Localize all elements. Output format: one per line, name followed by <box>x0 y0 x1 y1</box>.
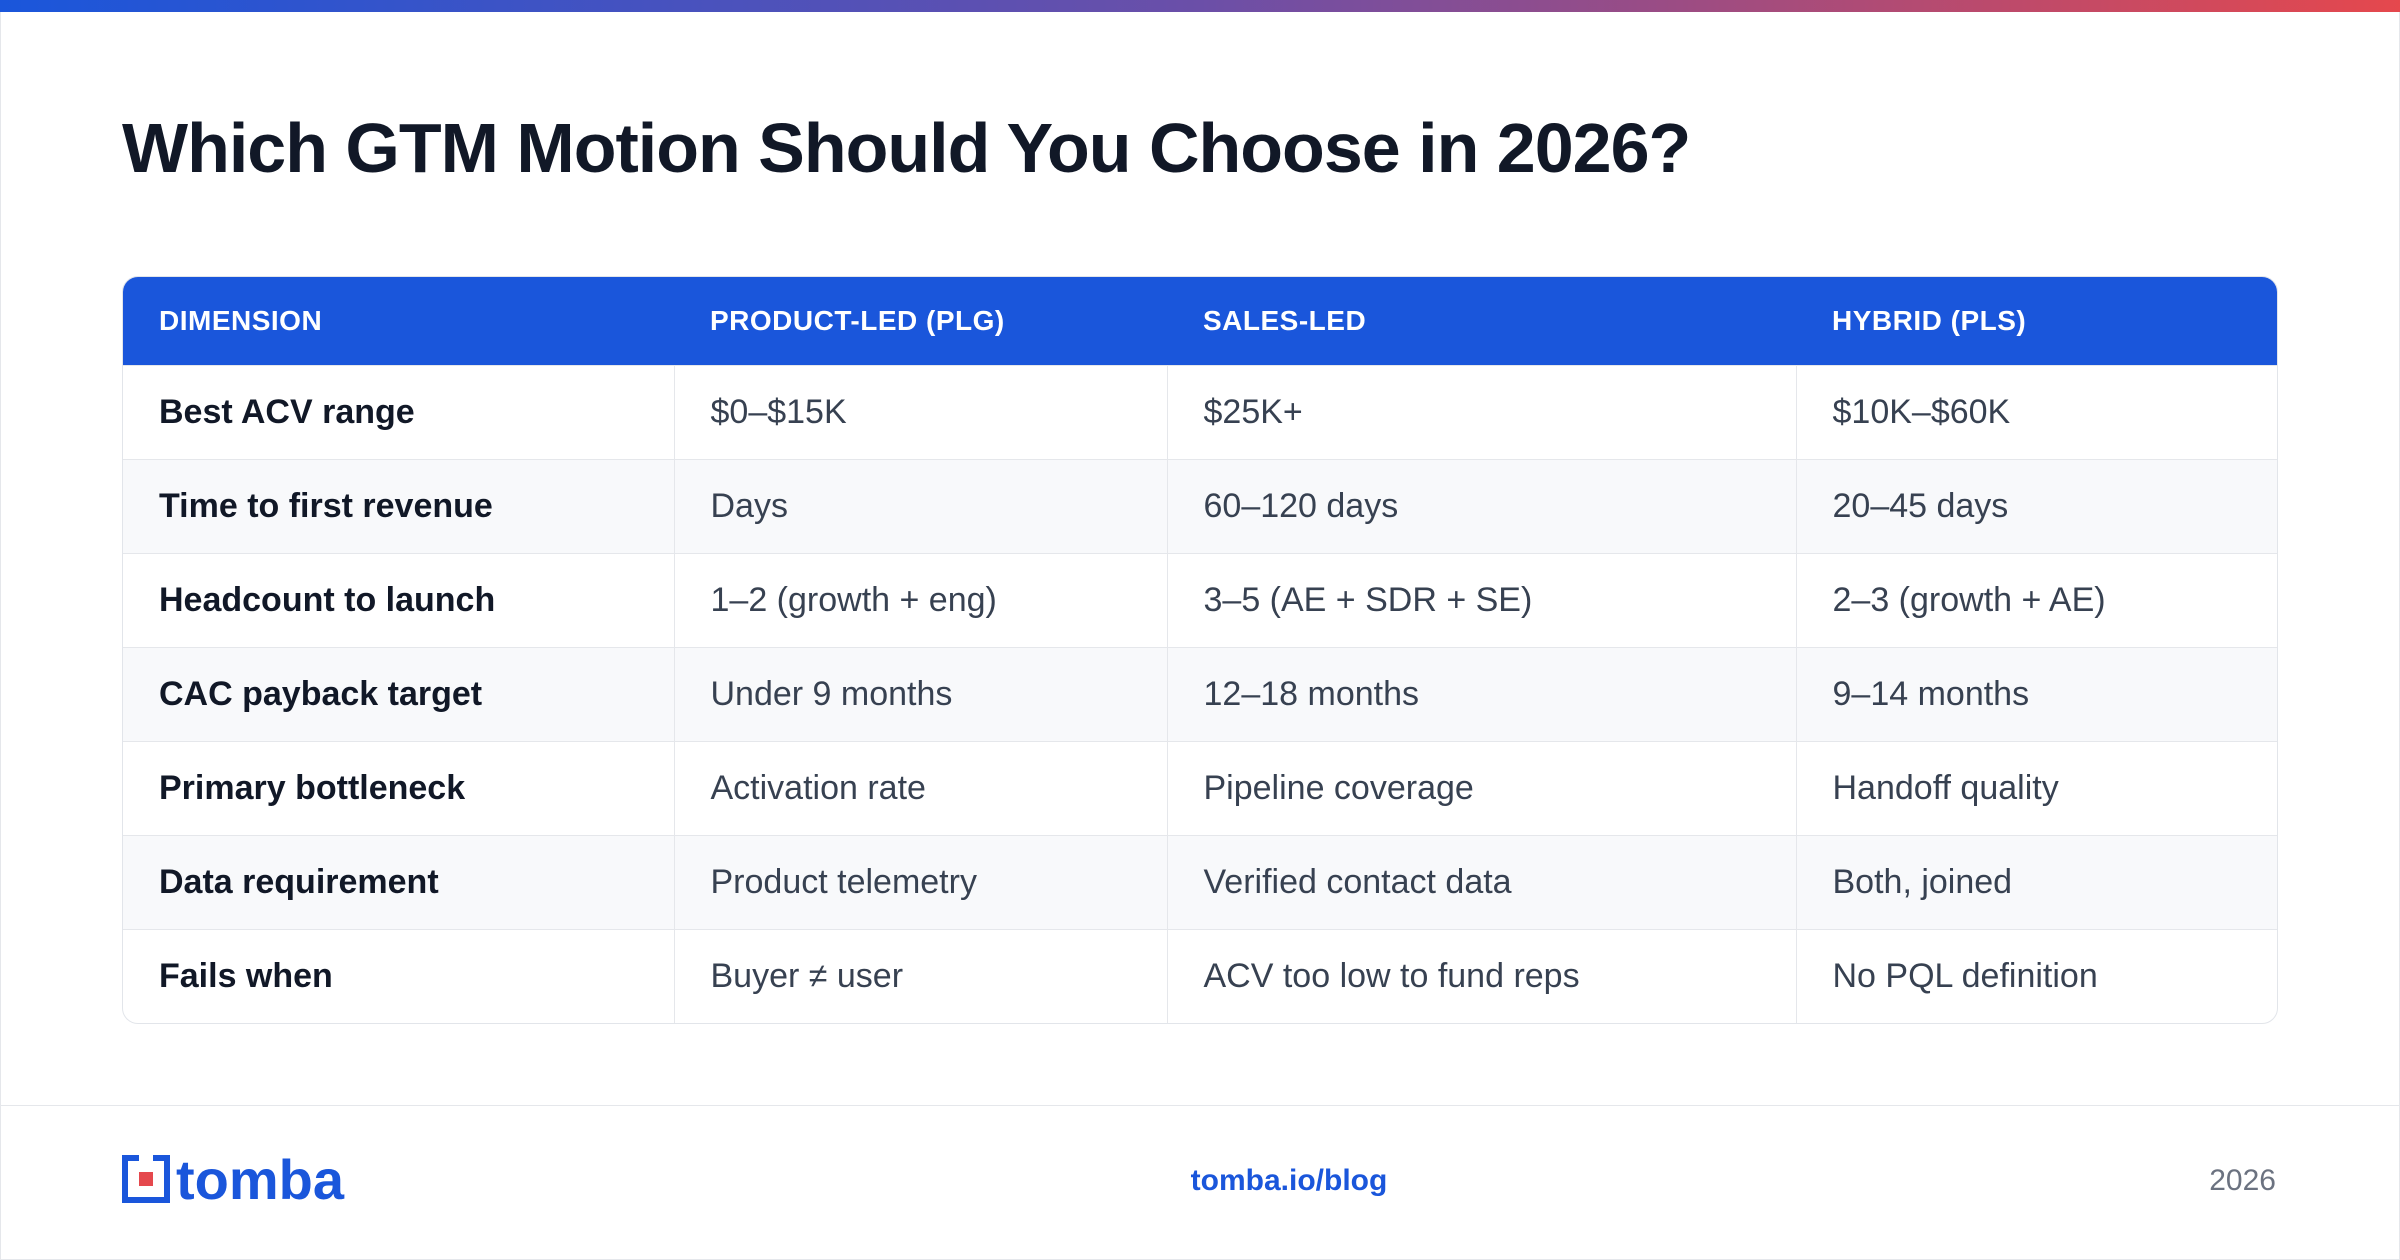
table-row: Data requirement Product telemetry Verifie… <box>123 835 2277 930</box>
table-cell: No PQL definition <box>1795 929 2277 1023</box>
table-cell: $25K+ <box>1166 365 1796 460</box>
table-card: DIMENSION PRODUCT-LED (PLG) SALES-LED HYBRI… <box>122 276 2278 1024</box>
table-cell: 20–45 days <box>1795 459 2277 554</box>
logo-text: tomba <box>176 1155 345 1211</box>
table-row: Headcount to launch 1–2 (growth + eng) 3–5… <box>123 553 2277 648</box>
logo-dot <box>139 1172 153 1186</box>
table-cell: Verified contact data <box>1166 835 1796 930</box>
table-cell: Pipeline coverage <box>1166 741 1796 836</box>
table-row: Primary bottleneck Activation rate Pipelin… <box>123 741 2277 836</box>
header-row: DIMENSION PRODUCT-LED (PLG) SALES-LED HYBRI… <box>123 277 2277 366</box>
column-header: SALES-LED <box>1167 277 1796 366</box>
comparison-table: DIMENSION PRODUCT-LED (PLG) SALES-LED HYBRI… <box>123 277 2277 1023</box>
column-header: HYBRID (PLS) <box>1796 277 2277 366</box>
table-cell: Activation rate <box>673 741 1167 836</box>
row-label: Primary bottleneck <box>123 741 674 836</box>
table-cell: $0–$15K <box>673 365 1167 460</box>
top-bar <box>0 0 2400 12</box>
column-header: PRODUCT-LED (PLG) <box>674 277 1167 366</box>
table-cell: 1–2 (growth + eng) <box>673 553 1167 648</box>
table-cell: $10K–$60K <box>1795 365 2277 460</box>
table-cell: 60–120 days <box>1166 459 1796 554</box>
column-header: DIMENSION <box>123 277 674 366</box>
row-label: Time to first revenue <box>123 459 674 554</box>
row-label: CAC payback target <box>123 647 674 742</box>
table-row: CAC payback target Under 9 months 12–18 mo… <box>123 647 2277 742</box>
row-label: Best ACV range <box>123 365 674 460</box>
row-label: Data requirement <box>123 835 674 930</box>
table-cell: Handoff quality <box>1795 741 2277 836</box>
table-body: Best ACV range $0–$15K $25K+ $10K–$60K Time … <box>123 365 2277 1023</box>
table-cell: 2–3 (growth + AE) <box>1795 553 2277 648</box>
table-cell: 9–14 months <box>1795 647 2277 742</box>
table-cell: 3–5 (AE + SDR + SE) <box>1166 553 1796 648</box>
table-cell: Under 9 months <box>673 647 1167 742</box>
table-row: Best ACV range $0–$15K $25K+ $10K–$60K <box>123 365 2277 460</box>
footer-year: 2026 <box>2209 1164 2276 1197</box>
title: Which GTM Motion Should You Choose in 20… <box>122 109 1691 187</box>
table-cell: Both, joined <box>1795 835 2277 930</box>
table-cell: Product telemetry <box>673 835 1167 930</box>
table-cell: Days <box>673 459 1167 554</box>
footer-url[interactable]: tomba.io/blog <box>1190 1164 1388 1197</box>
logo-gap <box>139 1155 153 1165</box>
table-row: Time to first revenue Days 60–120 days 20–4… <box>123 459 2277 554</box>
table-cell: ACV too low to fund reps <box>1166 929 1796 1023</box>
footer-divider <box>0 1105 2400 1106</box>
logo: tomba <box>122 1155 345 1211</box>
table-row: Fails when Buyer ≠ user ACV too low to fun… <box>123 929 2277 1023</box>
table-cell: Buyer ≠ user <box>673 929 1167 1023</box>
row-label: Headcount to launch <box>123 553 674 648</box>
row-label: Fails when <box>123 929 674 1023</box>
table-cell: 12–18 months <box>1166 647 1796 742</box>
